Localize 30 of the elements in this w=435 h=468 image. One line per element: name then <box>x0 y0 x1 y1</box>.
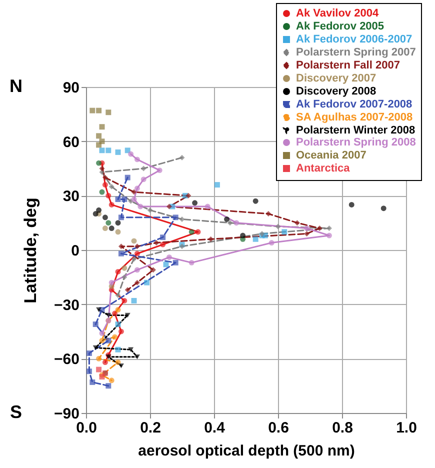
x-tick-label: 0.4 <box>204 420 226 436</box>
legend-label: Polarstern Winter 2008 <box>296 124 416 136</box>
legend-label: Discovery 2007 <box>296 72 376 84</box>
x-tick-label: 0.0 <box>76 420 97 436</box>
x-axis-title: aerosol optical depth (500 nm) <box>138 442 355 460</box>
y-tick-label: 0 <box>71 242 80 260</box>
y-tick-label: 30 <box>62 188 80 206</box>
legend-label: Polarstern Spring 2008 <box>296 136 416 148</box>
legend-label: Ak Fedorov 2007-2008 <box>296 98 412 110</box>
legend-label: Polarstern Spring 2007 <box>296 46 416 58</box>
text: S <box>10 402 22 422</box>
legend-label: Ak Fedorov 2006-2007 <box>296 34 412 46</box>
x-tick-label: 0.8 <box>332 420 353 436</box>
y-tick-label: 90 <box>62 80 80 96</box>
y-tick-label: −60 <box>54 351 80 368</box>
y-tick-label: −90 <box>54 406 80 422</box>
x-tick-label: 0.2 <box>140 420 161 436</box>
y-tick-label: −30 <box>54 296 80 314</box>
x-tick-label: 0.6 <box>268 420 289 436</box>
legend-label: SA Agulhas 2007-2008 <box>296 112 413 124</box>
y-tick-label: 60 <box>62 134 80 151</box>
legend-label: Antarctica <box>296 162 351 174</box>
text: N <box>10 76 22 96</box>
x-tick-label: 1.0 <box>396 420 417 436</box>
legend-label: Ak Vavilov 2004 <box>296 8 380 20</box>
legend-label: Polarstern Fall 2007 <box>296 60 400 72</box>
legend-label: Oceania 2007 <box>296 150 366 162</box>
y-axis-title: Latitude, deg <box>21 198 40 304</box>
legend-label: Discovery 2008 <box>296 86 376 98</box>
legend-label: Ak Fedorov 2005 <box>296 20 384 32</box>
